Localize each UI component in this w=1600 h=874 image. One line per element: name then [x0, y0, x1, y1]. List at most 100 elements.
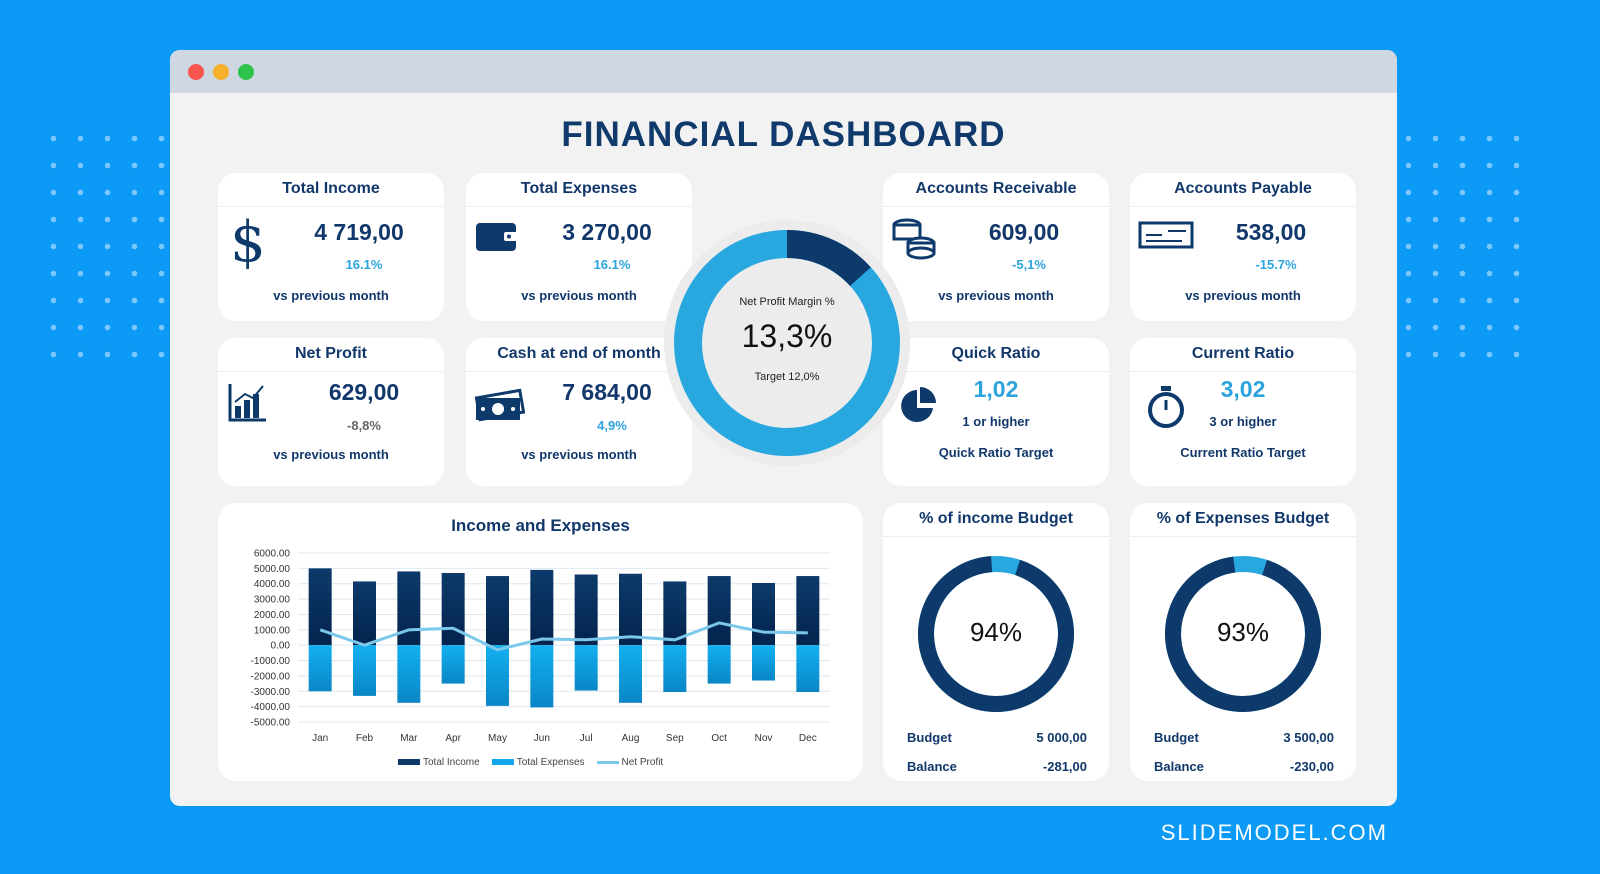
kpi-value: 7 684,00: [562, 379, 652, 405]
bar-total-expenses: [353, 645, 376, 696]
cash-icon: [474, 378, 530, 439]
y-tick-label: -5000.00: [251, 718, 291, 729]
bar-total-expenses: [619, 645, 642, 703]
margin-ring: [674, 230, 900, 456]
kpi-note: vs previous month: [521, 447, 637, 462]
bar-total-income: [619, 573, 642, 646]
kpi-note: vs previous month: [938, 288, 1054, 303]
income-expenses-chart-card: Income and Expenses 6000.00 5000.00 4000.0…: [218, 503, 863, 781]
kpi-change: -5,1%: [1012, 257, 1046, 272]
kpi-card-net-profit: Net Profit 629,00 -8,8% vs previous mont…: [218, 338, 444, 486]
title-bar: [170, 50, 1397, 93]
kpi-card-total-income: Total Income $ 4 719,00 16.1% vs previou…: [218, 173, 444, 321]
ratio-value: 3,02: [1220, 376, 1266, 402]
budget-percent: 94%: [969, 617, 1023, 647]
y-tick-label: 2000.00: [254, 610, 291, 621]
x-tick-label: Apr: [445, 733, 461, 744]
kpi-title: Accounts Payable: [1130, 173, 1356, 207]
coins-icon: [891, 213, 947, 274]
bar-total-income: [353, 581, 376, 646]
bar-total-income: [441, 572, 465, 646]
bar-total-expenses: [308, 645, 332, 692]
kpi-title: Cash at end of month: [466, 338, 692, 372]
dot-pattern-right: [1395, 125, 1525, 375]
x-tick-label: Oct: [711, 733, 727, 744]
y-tick-label: 4000.00: [254, 579, 291, 590]
x-tick-label: Nov: [755, 733, 773, 744]
maximize-button[interactable]: [238, 63, 254, 80]
x-tick-label: Jul: [580, 733, 593, 744]
ratio-target: 3 or higher: [1209, 414, 1277, 429]
bar-chart-icon: [226, 378, 282, 439]
kpi-value: 3 270,00: [562, 219, 652, 245]
wallet-icon: [474, 213, 530, 274]
bar-total-income: [530, 569, 554, 646]
x-tick-label: Jan: [312, 733, 328, 744]
y-tick-label: -4000.00: [251, 702, 291, 713]
ratio-title: Current Ratio: [1130, 338, 1356, 372]
y-tick-label: 1000.00: [254, 625, 291, 636]
margin-ring-value: [786, 230, 871, 287]
x-tick-label: Dec: [799, 733, 817, 744]
net-profit-margin-donut: Net Profit Margin % 13,3% Target 12,0%: [664, 220, 910, 466]
y-tick-label: 3000.00: [254, 595, 291, 606]
kpi-value: 609,00: [988, 219, 1060, 245]
line-net-profit: [319, 621, 808, 652]
kpi-title: Net Profit: [218, 338, 444, 372]
ratio-value: 1,02: [973, 376, 1019, 402]
bar-total-income: [486, 576, 509, 646]
y-tick-label: 0.00: [271, 641, 291, 652]
kpi-change: -15.7%: [1255, 257, 1297, 272]
y-tick-label: -2000.00: [251, 671, 291, 682]
kpi-value: 629,00: [328, 379, 400, 405]
kpi-note: vs previous month: [1185, 288, 1301, 303]
budget-value: [918, 556, 1074, 712]
bar-total-income: [663, 581, 687, 646]
browser-window: FINANCIAL DASHBOARD Total Income $ 4 719…: [170, 50, 1397, 806]
chart-legend: Total Income Total Expenses Net Profit: [398, 757, 663, 768]
budget-ring: [1165, 556, 1321, 712]
x-tick-label: Jun: [534, 733, 550, 744]
legend-total-expenses: Total Expenses: [491, 757, 585, 768]
bar-total-income: [574, 574, 598, 646]
close-button[interactable]: [188, 63, 204, 80]
bar-total-expenses: [707, 645, 731, 684]
kpi-card-accounts-receivable: Accounts Receivable 609,00 -5,1% vs prev…: [883, 173, 1109, 321]
stopwatch-icon: [1144, 382, 1190, 433]
kpi-change: 4,9%: [597, 418, 627, 433]
budget-percent: 93%: [1216, 617, 1270, 647]
budget-card-1: % of Expenses Budget 93% Budget 3 500,00 …: [1130, 503, 1356, 781]
ratio-note: Quick Ratio Target: [938, 445, 1054, 460]
y-tick-label: -3000.00: [251, 687, 291, 698]
bar-total-income: [397, 571, 421, 646]
kpi-note: vs previous month: [273, 288, 389, 303]
legend-net-profit: Net Profit: [596, 757, 663, 768]
income-expenses-chart: 6000.00 5000.00 4000.00 3000.00 2000.00 1000.…: [251, 549, 830, 744]
bar-total-expenses: [574, 645, 598, 691]
legend-total-income: Total Income: [398, 757, 480, 768]
budget-row: Budget 3 500,00: [1154, 730, 1334, 745]
x-tick-label: Sep: [666, 733, 684, 744]
margin-value: 13,3%: [741, 318, 833, 354]
balance-row: Balance -230,00: [1154, 759, 1334, 774]
bar-total-expenses: [752, 645, 775, 681]
balance-row: Balance -281,00: [907, 759, 1087, 774]
kpi-card-cash-at-end-of-month: Cash at end of month 7 684,00 4,9% vs pr…: [466, 338, 692, 486]
budget-ring: [918, 556, 1074, 712]
ratio-card-current-ratio: Current Ratio 3,02 3 or higher Current R…: [1130, 338, 1356, 486]
kpi-title: Total Income: [218, 173, 444, 207]
budget-row: Budget 5 000,00: [907, 730, 1087, 745]
y-tick-label: -1000.00: [251, 656, 291, 667]
kpi-value: 538,00: [1235, 219, 1307, 245]
ratio-note: Current Ratio Target: [1180, 445, 1306, 460]
y-tick-label: 5000.00: [254, 564, 291, 575]
minimize-button[interactable]: [213, 63, 229, 80]
bar-total-expenses: [663, 645, 687, 693]
ratio-card-quick-ratio: Quick Ratio 1,02 1 or higher Quick Ratio…: [883, 338, 1109, 486]
bar-total-expenses: [530, 645, 554, 708]
kpi-card-accounts-payable: Accounts Payable 538,00 -15.7% vs previo…: [1130, 173, 1356, 321]
margin-target: Target 12,0%: [754, 371, 820, 383]
bar-total-income: [308, 568, 332, 646]
kpi-change: 16.1%: [593, 257, 631, 272]
brand-watermark: SLIDEMODEL.COM: [1160, 820, 1388, 845]
